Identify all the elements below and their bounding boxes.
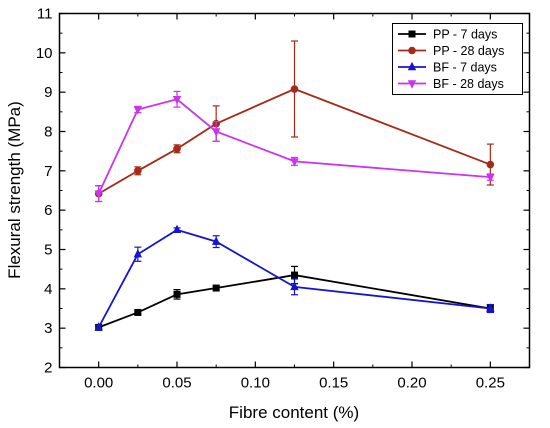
y-tick-label: 11 bbox=[37, 6, 53, 23]
x-axis-title: Fibre content (%) bbox=[229, 403, 359, 422]
series-bf-7-days bbox=[94, 224, 495, 331]
y-tick-label: 2 bbox=[44, 360, 52, 377]
data-point bbox=[486, 160, 495, 169]
legend-marker bbox=[407, 80, 417, 89]
data-point bbox=[133, 106, 143, 115]
x-tick-label: 0.25 bbox=[476, 375, 505, 392]
series-line bbox=[98, 88, 491, 195]
data-point bbox=[290, 158, 299, 167]
legend-label: PP - 7 days bbox=[433, 28, 497, 42]
y-tick-label: 9 bbox=[44, 84, 52, 101]
y-tick-label: 8 bbox=[44, 124, 52, 141]
data-point bbox=[173, 145, 181, 153]
legend-label: BF - 28 days bbox=[433, 77, 504, 91]
data-point bbox=[486, 303, 495, 312]
x-tick-label: 0.05 bbox=[162, 375, 191, 392]
y-tick-label: 4 bbox=[44, 281, 52, 298]
data-point bbox=[486, 173, 495, 183]
y-axis-title: Flexural strength (MPa) bbox=[5, 101, 24, 279]
y-tick-label: 3 bbox=[44, 320, 52, 337]
legend-marker bbox=[408, 46, 416, 55]
data-point bbox=[133, 249, 143, 258]
data-point bbox=[290, 85, 299, 93]
y-tick-label: 7 bbox=[44, 163, 52, 180]
series-line bbox=[98, 274, 491, 329]
x-tick-label: 0.20 bbox=[397, 375, 426, 392]
data-point bbox=[94, 322, 103, 331]
series-layer bbox=[94, 40, 495, 331]
legend-marker bbox=[408, 30, 416, 38]
axis-ticks: 2 3 4 5 6 7 8 9 10 11 0.00 0.05 0.10 0.15 0.20 0.25 bbox=[36, 6, 530, 392]
data-point bbox=[94, 190, 103, 199]
data-point bbox=[134, 167, 142, 175]
x-tick-label: 0.15 bbox=[319, 375, 348, 392]
series-bf-28-days bbox=[94, 90, 495, 203]
data-point bbox=[212, 284, 220, 292]
data-point bbox=[173, 290, 181, 298]
legend-label: PP - 28 days bbox=[433, 44, 504, 58]
series-line bbox=[97, 98, 491, 195]
data-point bbox=[291, 271, 298, 279]
legend-marker bbox=[407, 61, 417, 71]
data-point bbox=[134, 308, 142, 316]
data-point bbox=[290, 281, 299, 291]
x-tick-label: 0.10 bbox=[241, 375, 270, 392]
data-point bbox=[211, 236, 221, 245]
y-tick-label: 5 bbox=[44, 242, 52, 259]
data-point bbox=[172, 224, 182, 234]
series-pp-7-days bbox=[95, 265, 494, 331]
legend-label: BF - 7 days bbox=[433, 61, 497, 75]
x-tick-label: 0.00 bbox=[84, 375, 113, 392]
y-tick-label: 10 bbox=[36, 45, 53, 62]
series-line bbox=[97, 228, 491, 328]
data-point bbox=[172, 96, 182, 105]
data-point bbox=[211, 128, 221, 137]
legend: PP - 7 days PP - 28 days BF - 7 days BF - 2… bbox=[392, 23, 523, 95]
y-tick-label: 6 bbox=[44, 202, 52, 219]
